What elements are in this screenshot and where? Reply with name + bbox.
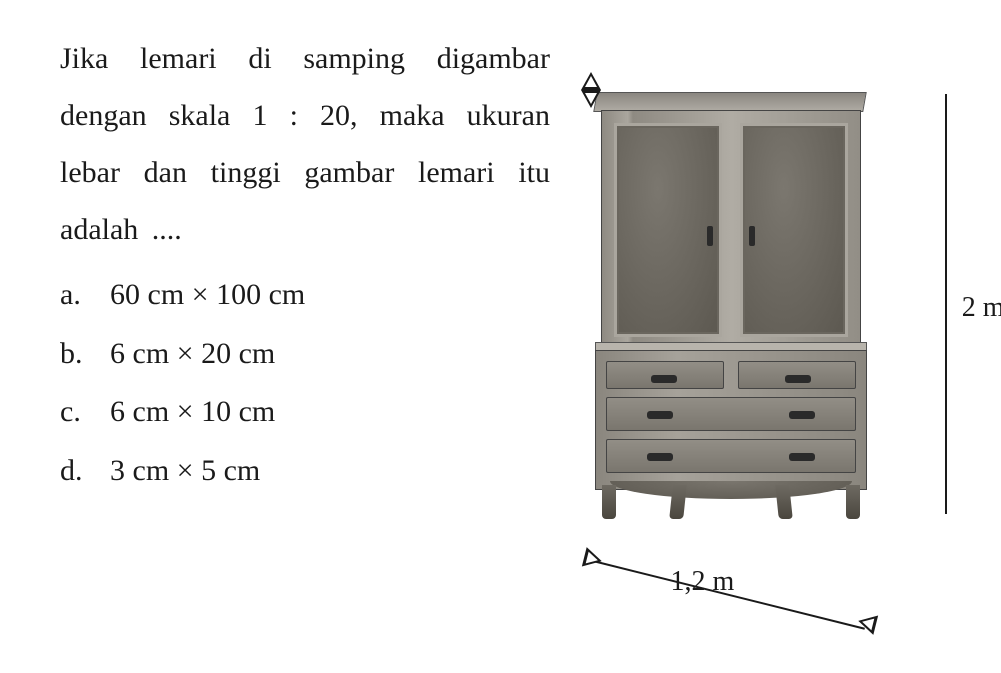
question-text: Jika lemari di samping digambar dengan s… [60,30,550,258]
cabinet-drawer [606,397,856,431]
cabinet-figure: 2 m 1,2 m [581,72,961,602]
drawer-knob-icon [647,453,673,461]
option-text: 60 cm × 100 cm [110,266,305,325]
drawer-knob-icon [789,411,815,419]
cabinet-drawer [606,361,724,389]
option-letter: b. [60,325,110,384]
drawer-knob-icon [647,411,673,419]
cabinet-drawer [738,361,856,389]
width-dimension-label: 1,2 m [671,566,735,598]
option-letter: d. [60,442,110,501]
arrow-right-icon [855,611,877,635]
height-dimension-label: 2 m [962,292,1001,324]
arrow-left-icon [581,547,603,571]
drawer-knob-icon [785,375,811,383]
cabinet-upper-section [601,110,861,350]
door-handle-icon [749,226,755,246]
option-letter: c. [60,383,110,442]
options-list: a. 60 cm × 100 cm b. 6 cm × 20 cm c. 6 c… [60,266,550,500]
option-d: d. 3 cm × 5 cm [60,442,550,501]
option-text: 6 cm × 10 cm [110,383,275,442]
question-column: Jika lemari di samping digambar dengan s… [60,30,570,643]
door-handle-icon [707,226,713,246]
cabinet-door-right [740,123,848,337]
cabinet-leg [602,485,616,519]
cabinet-leg [669,485,687,519]
cabinet-lower-section [595,350,867,490]
arrow-up-icon [581,72,961,90]
height-dimension-line [945,94,947,514]
option-text: 3 cm × 5 cm [110,442,260,501]
option-a: a. 60 cm × 100 cm [60,266,550,325]
option-b: b. 6 cm × 20 cm [60,325,550,384]
cabinet-apron [610,481,852,499]
cabinet-leg [846,485,860,519]
option-c: c. 6 cm × 10 cm [60,383,550,442]
cabinet-top [593,92,867,112]
figure-column: 2 m 1,2 m [570,30,971,643]
cabinet-leg [775,485,793,519]
cabinet-icon [601,92,871,522]
drawer-knob-icon [789,453,815,461]
option-letter: a. [60,266,110,325]
cabinet-drawer [606,439,856,473]
cabinet-door-left [614,123,722,337]
option-text: 6 cm × 20 cm [110,325,275,384]
drawer-knob-icon [651,375,677,383]
